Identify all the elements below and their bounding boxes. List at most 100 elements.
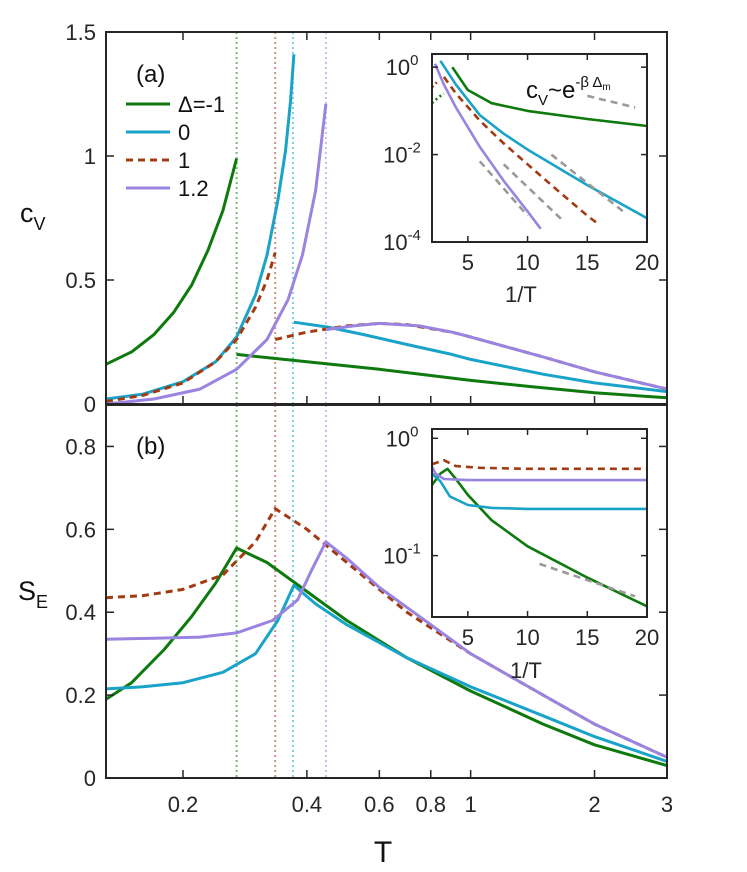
panel-b-inset-x-tick-label: 10 [515,625,539,650]
panel-a-inset-y-tick-label: 10-4 [383,227,421,255]
annotation-sup: -β Δ [575,74,602,91]
panel-b-x-tick-label: 2 [588,792,600,817]
series-guide-1 [586,94,636,109]
panel-b-x-tick-label: 0.2 [168,792,199,817]
series-1-2 [106,540,667,759]
panel-a-inset-annotation: cV~e-β Δm [526,74,611,109]
panel-b-inset-y-tick-exp: 0 [410,423,418,440]
panel-b-inset-y-tick-base: 10 [386,426,410,451]
series-0-seg2 [293,320,667,394]
panel-b-x-tick-label: 0.8 [415,792,446,817]
legend-label-1: Δ=-1 [178,92,225,117]
series-0 [439,60,647,220]
panel-a-y-label-sub: V [34,214,46,234]
annotation-sub: V [538,92,548,109]
series-guide-4 [478,160,529,217]
panel-a-y-label-main: c [20,198,34,228]
annotation-supsub: m [602,82,610,93]
panel-a-inset-y-tick-label: 10-2 [383,140,421,168]
series-0 [432,472,647,511]
panel-b-y-tick-label: 0.8 [65,434,96,459]
panel-a-inset-y-tick-label: 100 [386,52,419,80]
panel-b-y-label-sub: E [36,592,48,612]
panel-b-x-tick-label: 0.4 [292,792,323,817]
panel-a-inset-series [432,60,647,230]
panel-b-inset-frame [431,428,648,618]
panel-a-series [106,54,667,404]
panel-b-x-tick-label: 1 [465,792,477,817]
series-guide-3 [502,163,565,223]
panel-a-y-tick-label: 1 [84,144,96,169]
legend-label-0: 0 [178,120,190,145]
annotation-exp: ~e [548,77,575,104]
panel-a-inset-frame [431,53,648,243]
panel-b-series [106,507,667,768]
legend: Δ=-1 0 1 1.2 [126,92,225,201]
panel-a-inset-x-label: 1/T [505,282,537,307]
panel-b-y-tick-label: 0.4 [65,600,96,625]
panel-b-inset-x-tick-label: 5 [462,625,474,650]
series-1-2 [432,466,647,482]
series-guide-2 [550,153,624,213]
panel-b-y-tick-label: 0.2 [65,683,96,708]
panel-b-inset-x-tick-label: 20 [635,625,659,650]
series-1-2 [433,63,542,230]
panel-a-inset-y-tick-exp: 0 [410,52,418,69]
panel-a-inset-y-tick-base: 10 [383,230,407,255]
panel-b-inset-y-tick-label: 10-1 [383,541,421,569]
panel-b-x-ticks: 0.2 0.4 0.6 0.8 1 2 3 [168,32,673,817]
panel-b-y-label: SE [18,576,48,612]
panel-b-y-tick-label: 0.6 [65,517,96,542]
panel-a-inset-x-tick-label: 20 [635,250,659,275]
panel-a-inset-y-tick-exp: -4 [408,227,421,244]
panel-a-inset-y-tick-base: 10 [386,55,410,80]
panel-a-y-tick-label: 0 [84,392,96,417]
panel-b-inset-x-tick-label: 15 [575,625,599,650]
panel-a-inset-x-tick-label: 5 [462,250,474,275]
panel-a-y-ticks: 0 0.5 1 1.5 [65,20,667,417]
panel-a-inset-x-tick-label: 10 [515,250,539,275]
panel-a-y-tick-label: 0.5 [65,268,96,293]
panel-b-frame [105,404,668,779]
series-0 [106,583,667,763]
panel-a-y-label: cV [20,198,46,234]
panel-a-y-tick-label: 1.5 [65,20,96,45]
series-guide [539,562,636,598]
panel-a-inset-x-tick-label: 15 [575,250,599,275]
series-1-seg1 [106,158,239,366]
legend-label-1: 1 [178,148,190,173]
series-1 [432,458,647,471]
panel-b-y-label-main: S [18,576,36,606]
series-1 [442,76,600,226]
panel-b: 0 0.2 0.4 0.6 0.8 0.2 0.4 0.6 0.8 1 2 3 (b) SE T [18,32,673,869]
panel-b-y-tick-label: 0 [84,766,96,791]
panel-b-x-tick-label: 3 [661,792,673,817]
panel-b-inset-x-label: 1/T [510,658,542,683]
panel-b-critical-lines [235,405,327,778]
panel-a-inset-y-tick-base: 10 [383,143,407,168]
panel-b-x-label: T [374,836,392,869]
series-1 [451,66,647,128]
panel-b-label: (b) [136,433,165,460]
series-1-2-seg2 [325,321,667,391]
annotation-main: c [526,77,538,104]
legend-label-1-2: 1.2 [178,176,209,201]
panel-b-inset-y-tick-label: 100 [386,423,419,451]
series-1-seg2 [236,352,667,400]
panel-a-inset-y-tick-exp: -2 [408,140,421,157]
series-1-seg1 [106,252,277,403]
series-1 [432,467,647,608]
panel-b-inset-y-tick-base: 10 [383,544,407,569]
panel-a-label: (a) [136,61,165,88]
panel-b-x-tick-label: 0.6 [364,792,395,817]
panel-b-inset-series [432,458,647,608]
series-1 [106,546,667,768]
panel-b-inset-y-tick-exp: -1 [408,541,421,558]
series-1-2-seg1 [106,103,328,404]
